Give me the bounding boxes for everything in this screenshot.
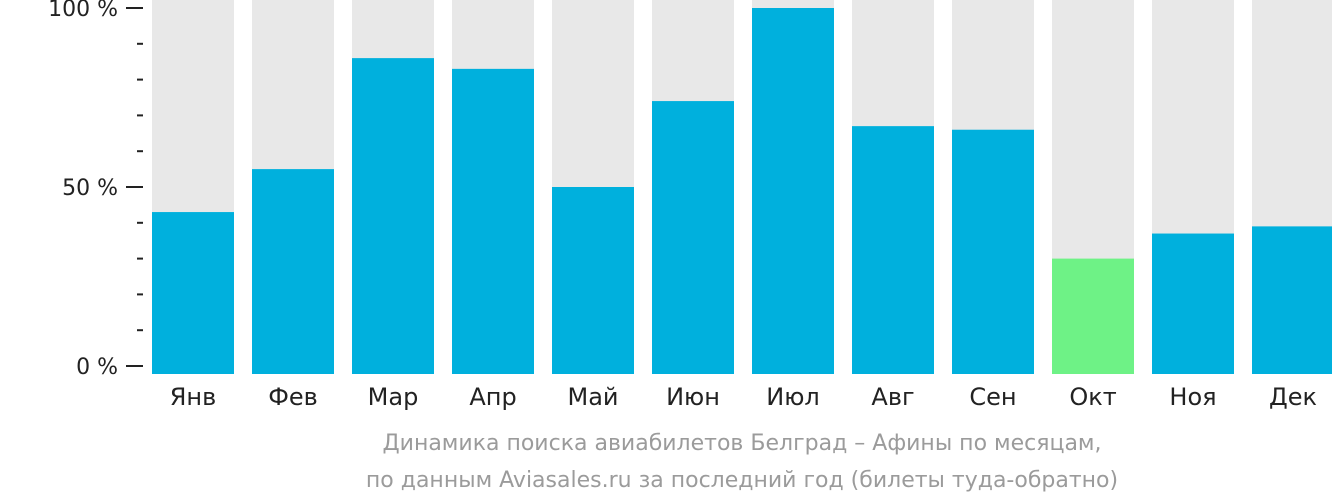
x-tick-label-6: Июн (666, 383, 720, 411)
bar-2 (252, 169, 334, 374)
bar-6 (652, 101, 734, 374)
bar-7 (752, 8, 834, 374)
x-tick-label-8: Авг (871, 383, 914, 411)
x-tick-label-7: Июл (766, 383, 820, 411)
bar-10 (1052, 258, 1134, 374)
bar-9 (952, 129, 1034, 374)
bar-1 (152, 212, 234, 374)
bar-12 (1252, 226, 1332, 374)
bar-4 (452, 68, 534, 375)
y-tick-label-1: 100 % (48, 0, 118, 22)
x-tick-label-1: Янв (170, 383, 217, 411)
x-tick-label-10: Окт (1069, 383, 1116, 411)
x-tick-label-11: Ноя (1169, 383, 1216, 411)
bar-5 (552, 187, 634, 374)
chart-caption-line-2: по данным Aviasales.ru за последний год … (365, 468, 1119, 493)
x-tick-label-9: Сен (969, 383, 1016, 411)
x-tick-label-5: Май (567, 383, 618, 411)
x-tick-label-2: Фев (268, 383, 318, 411)
x-tick-label-12: Дек (1269, 383, 1317, 411)
bar-3 (352, 58, 434, 375)
y-tick-label-3: 0 % (76, 355, 118, 380)
bar-8 (852, 126, 934, 374)
y-tick-label-2: 50 % (62, 176, 118, 201)
x-tick-label-3: Мар (368, 383, 419, 411)
bar-11 (1152, 233, 1234, 374)
x-tick-label-4: Апр (469, 383, 516, 411)
chart-caption-line-1: Динамика поиска авиабилетов Белград – Аф… (382, 431, 1102, 456)
